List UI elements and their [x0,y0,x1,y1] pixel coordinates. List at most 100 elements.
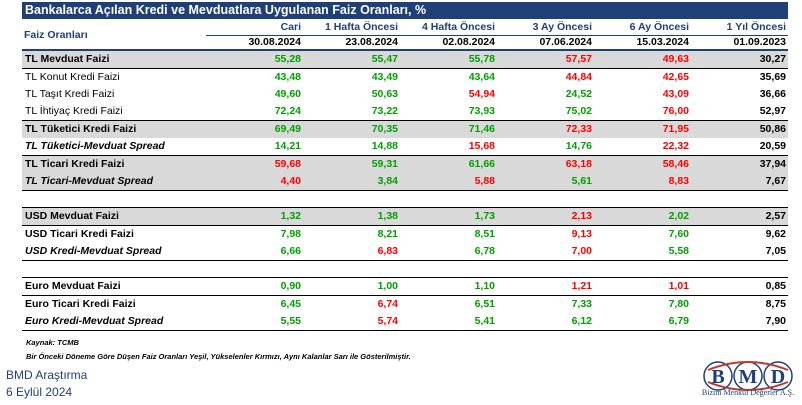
column-header-1-week: 1 Hafta Öncesi [303,20,400,36]
rate-value: 8,83 [594,173,691,192]
rate-value: 76,00 [662,105,689,118]
rate-value: 4,40 [206,173,303,192]
rate-value: 9,13 [571,228,592,241]
rate-value: 1,73 [400,207,497,227]
date-current: 30.08.2024 [206,35,303,51]
rate-value: 59,31 [303,155,400,174]
rate-value: 1,38 [303,207,400,227]
rate-value: 7,98 [280,228,301,241]
rate-value: 1,21 [497,277,594,297]
row-label: TL Konut Kredi Faizi [25,71,120,83]
column-header-6-months: 6 Ay Öncesi [594,20,691,36]
logo-letter-m: M [739,366,758,388]
rate-value: 42,65 [662,71,689,83]
table-row: TL Mevduat Faizi 55,28 55,47 55,78 57,57 49,6… [22,49,788,69]
rate-value: 61,66 [400,155,497,174]
column-header-1-year: 1 Yıl Öncesi [691,20,788,36]
rate-value: 6,51 [474,298,495,311]
rate-value: 72,33 [497,120,594,139]
table-row: TL Tüketici-Mevduat Spread 14,21 14,88 15,6… [22,138,788,156]
rate-value: 6,12 [497,313,594,332]
row-label: TL Mevduat Faizi [22,49,206,69]
date-1-week: 23.08.2024 [303,35,400,51]
rate-value: 6,78 [400,243,497,262]
column-header-3-months: 3 Ay Öncesi [497,20,594,36]
table-row: Euro Ticari Kredi Faizi 6,45 6,74 6,51 7,33 7… [22,296,788,314]
rate-value: 55,47 [303,49,400,69]
column-header-4-weeks: 4 Hafta Öncesi [400,20,497,36]
row-label: TL Taşıt Kredi Faizi [25,88,115,101]
date-6-months: 15.03.2024 [594,35,691,51]
rate-value: 24,52 [565,88,592,101]
spacer-row [22,191,788,208]
row-label: USD Mevduat Faizi [22,207,206,227]
rate-value: 7,67 [691,173,788,192]
row-label: USD Ticari Kredi Faizi [25,228,134,241]
rate-value: 14,88 [371,140,398,153]
logo-tagline: Bizim Menkul Değerler A.Ş. [701,388,795,397]
rate-value: 57,57 [497,49,594,69]
rate-value: 55,78 [400,49,497,69]
rate-value: 14,76 [565,140,592,153]
rate-value: 59,68 [206,155,303,174]
rate-value: 7,00 [497,243,594,262]
interest-rate-table: Faiz Oranları Cari 1 Hafta Öncesi 4 Haft… [22,20,788,332]
rate-value: 49,63 [594,49,691,69]
rate-value: 71,95 [594,120,691,139]
table-row: TL Taşıt Kredi Faizi 49,60 50,63 54,94 24,52… [22,86,788,103]
rate-value: 75,02 [565,105,592,118]
rate-value: 14,21 [274,140,301,153]
rate-value: 52,97 [759,105,786,118]
table-row: TL Ticari Kredi Faizi 59,68 59,31 61,66 63,1… [22,155,788,174]
rate-value: 20,59 [759,140,786,153]
rate-value: 2,13 [497,207,594,227]
logo-letter-b: B [711,366,724,388]
rate-value: 71,46 [400,120,497,139]
table-row: Euro Kredi-Mevduat Spread 5,55 5,74 5,41 6,1… [22,313,788,332]
rate-value: 63,18 [497,155,594,174]
rate-value: 2,57 [691,207,788,227]
table-row: USD Mevduat Faizi 1,32 1,38 1,73 2,13 2,02 2,5… [22,207,788,227]
rate-value: 6,45 [280,298,301,311]
rate-value: 9,62 [765,228,786,241]
rate-value: 43,49 [371,71,398,83]
row-label: Euro Kredi-Mevduat Spread [22,313,206,332]
rate-value: 8,21 [377,228,398,241]
rate-value: 36,66 [759,88,786,101]
rate-value: 3,84 [303,173,400,192]
rate-value: 70,35 [303,120,400,139]
rate-value: 73,22 [371,105,398,118]
footer-title: BMD Araştırma [6,368,88,382]
rate-value: 6,66 [206,243,303,262]
rate-value: 43,09 [662,88,689,101]
row-label: Euro Mevduat Faizi [22,277,206,297]
rate-value: 69,49 [206,120,303,139]
rate-value: 5,58 [594,243,691,262]
table-label-header: Faiz Oranları [22,20,206,51]
rate-value: 2,02 [594,207,691,227]
rate-value: 1,01 [594,277,691,297]
table-row: TL Tüketici Kredi Faizi 69,49 70,35 71,46 72… [22,120,788,139]
row-label: TL Ticari-Mevduat Spread [22,173,206,192]
rate-value: 6,79 [594,313,691,332]
rate-value: 5,55 [206,313,303,332]
rate-value: 73,93 [468,105,495,118]
row-label: TL Tüketici Kredi Faizi [22,120,206,139]
rate-value: 0,85 [691,277,788,297]
rate-value: 7,33 [571,298,592,311]
rate-value: 72,24 [274,105,301,118]
rate-value: 15,68 [468,140,495,153]
rate-value: 0,90 [206,277,303,297]
rate-value: 43,64 [468,71,495,83]
rate-value: 8,51 [474,228,495,241]
bmd-logo: B M D [703,361,793,391]
rate-value: 54,94 [468,88,495,101]
rate-value: 50,63 [371,88,398,101]
rate-value: 7,05 [691,243,788,262]
rate-value: 58,46 [594,155,691,174]
table-row: Euro Mevduat Faizi 0,90 1,00 1,10 1,21 1,01 0,… [22,277,788,297]
rate-value: 1,00 [303,277,400,297]
date-header-row: 30.08.2024 23.08.2024 02.08.2024 07.06.2… [22,35,788,51]
rate-value: 5,88 [400,173,497,192]
row-label: TL İhtiyaç Kredi Faizi [25,105,123,118]
